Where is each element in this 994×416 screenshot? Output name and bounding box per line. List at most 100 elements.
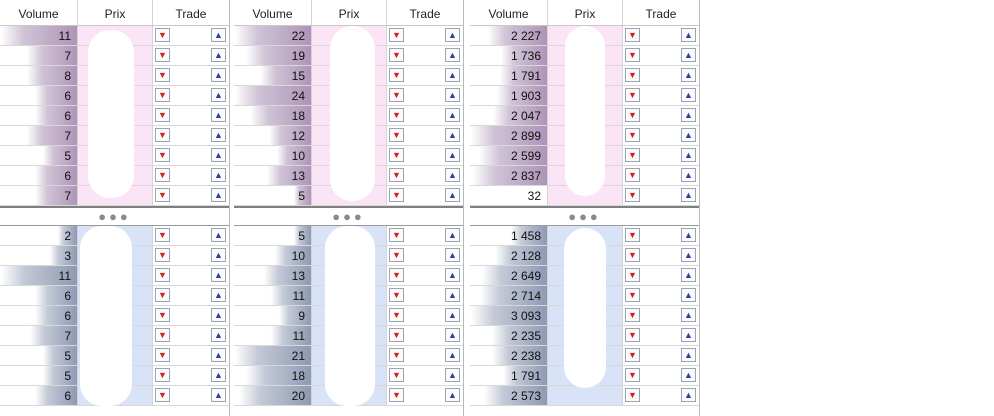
sell-button[interactable]: ▼ (389, 328, 404, 342)
sell-button[interactable]: ▼ (625, 88, 640, 102)
sell-button[interactable]: ▼ (625, 48, 640, 62)
spread-separator[interactable]: ●●● (234, 206, 463, 226)
buy-button[interactable]: ▲ (211, 268, 226, 282)
sell-button[interactable]: ▼ (625, 188, 640, 202)
sell-button[interactable]: ▼ (389, 148, 404, 162)
buy-button[interactable]: ▲ (211, 328, 226, 342)
buy-button[interactable]: ▲ (211, 128, 226, 142)
price-column-header[interactable]: Prix (78, 0, 153, 25)
buy-button[interactable]: ▲ (681, 228, 696, 242)
buy-button[interactable]: ▲ (211, 288, 226, 302)
sell-button[interactable]: ▼ (625, 368, 640, 382)
buy-button[interactable]: ▲ (445, 48, 460, 62)
buy-button[interactable]: ▲ (681, 388, 696, 402)
sell-button[interactable]: ▼ (389, 128, 404, 142)
price-column-header[interactable]: Prix (548, 0, 623, 25)
buy-button[interactable]: ▲ (211, 228, 226, 242)
sell-button[interactable]: ▼ (155, 168, 170, 182)
buy-button[interactable]: ▲ (681, 328, 696, 342)
buy-button[interactable]: ▲ (681, 308, 696, 322)
buy-button[interactable]: ▲ (445, 368, 460, 382)
sell-button[interactable]: ▼ (625, 148, 640, 162)
buy-button[interactable]: ▲ (211, 68, 226, 82)
buy-button[interactable]: ▲ (211, 108, 226, 122)
buy-button[interactable]: ▲ (211, 148, 226, 162)
buy-button[interactable]: ▲ (445, 188, 460, 202)
sell-button[interactable]: ▼ (155, 128, 170, 142)
buy-button[interactable]: ▲ (445, 288, 460, 302)
sell-button[interactable]: ▼ (389, 248, 404, 262)
sell-button[interactable]: ▼ (389, 88, 404, 102)
sell-button[interactable]: ▼ (625, 68, 640, 82)
sell-button[interactable]: ▼ (155, 268, 170, 282)
buy-button[interactable]: ▲ (681, 188, 696, 202)
sell-button[interactable]: ▼ (155, 348, 170, 362)
buy-button[interactable]: ▲ (681, 368, 696, 382)
buy-button[interactable]: ▲ (681, 88, 696, 102)
price-column-header[interactable]: Prix (312, 0, 387, 25)
sell-button[interactable]: ▼ (389, 168, 404, 182)
volume-column-header[interactable]: Volume (470, 0, 548, 25)
buy-button[interactable]: ▲ (681, 48, 696, 62)
buy-button[interactable]: ▲ (445, 108, 460, 122)
buy-button[interactable]: ▲ (681, 288, 696, 302)
sell-button[interactable]: ▼ (389, 368, 404, 382)
sell-button[interactable]: ▼ (625, 348, 640, 362)
sell-button[interactable]: ▼ (155, 288, 170, 302)
sell-button[interactable]: ▼ (389, 108, 404, 122)
buy-button[interactable]: ▲ (445, 88, 460, 102)
sell-button[interactable]: ▼ (625, 248, 640, 262)
sell-button[interactable]: ▼ (625, 108, 640, 122)
volume-column-header[interactable]: Volume (0, 0, 78, 25)
sell-button[interactable]: ▼ (389, 188, 404, 202)
sell-button[interactable]: ▼ (155, 148, 170, 162)
sell-button[interactable]: ▼ (625, 228, 640, 242)
buy-button[interactable]: ▲ (445, 308, 460, 322)
sell-button[interactable]: ▼ (155, 108, 170, 122)
sell-button[interactable]: ▼ (389, 68, 404, 82)
sell-button[interactable]: ▼ (625, 128, 640, 142)
buy-button[interactable]: ▲ (445, 68, 460, 82)
buy-button[interactable]: ▲ (681, 248, 696, 262)
sell-button[interactable]: ▼ (625, 328, 640, 342)
sell-button[interactable]: ▼ (389, 228, 404, 242)
sell-button[interactable]: ▼ (155, 368, 170, 382)
sell-button[interactable]: ▼ (389, 28, 404, 42)
sell-button[interactable]: ▼ (155, 188, 170, 202)
buy-button[interactable]: ▲ (211, 348, 226, 362)
more-levels-indicator[interactable]: ●●● (98, 209, 131, 224)
buy-button[interactable]: ▲ (681, 148, 696, 162)
buy-button[interactable]: ▲ (211, 28, 226, 42)
spread-separator[interactable]: ●●● (470, 206, 699, 226)
sell-button[interactable]: ▼ (625, 388, 640, 402)
sell-button[interactable]: ▼ (389, 288, 404, 302)
buy-button[interactable]: ▲ (211, 368, 226, 382)
buy-button[interactable]: ▲ (681, 348, 696, 362)
sell-button[interactable]: ▼ (389, 48, 404, 62)
buy-button[interactable]: ▲ (211, 248, 226, 262)
more-levels-indicator[interactable]: ●●● (332, 209, 365, 224)
buy-button[interactable]: ▲ (211, 48, 226, 62)
sell-button[interactable]: ▼ (625, 268, 640, 282)
buy-button[interactable]: ▲ (211, 388, 226, 402)
buy-button[interactable]: ▲ (445, 148, 460, 162)
sell-button[interactable]: ▼ (155, 328, 170, 342)
sell-button[interactable]: ▼ (155, 228, 170, 242)
sell-button[interactable]: ▼ (389, 308, 404, 322)
buy-button[interactable]: ▲ (445, 168, 460, 182)
sell-button[interactable]: ▼ (155, 28, 170, 42)
buy-button[interactable]: ▲ (445, 128, 460, 142)
sell-button[interactable]: ▼ (625, 288, 640, 302)
buy-button[interactable]: ▲ (681, 68, 696, 82)
buy-button[interactable]: ▲ (445, 248, 460, 262)
sell-button[interactable]: ▼ (155, 68, 170, 82)
sell-button[interactable]: ▼ (155, 88, 170, 102)
sell-button[interactable]: ▼ (625, 28, 640, 42)
more-levels-indicator[interactable]: ●●● (568, 209, 601, 224)
buy-button[interactable]: ▲ (211, 88, 226, 102)
sell-button[interactable]: ▼ (389, 348, 404, 362)
trade-column-header[interactable]: Trade (409, 7, 441, 21)
buy-button[interactable]: ▲ (681, 128, 696, 142)
trade-column-header[interactable]: Trade (175, 7, 207, 21)
buy-button[interactable]: ▲ (445, 388, 460, 402)
